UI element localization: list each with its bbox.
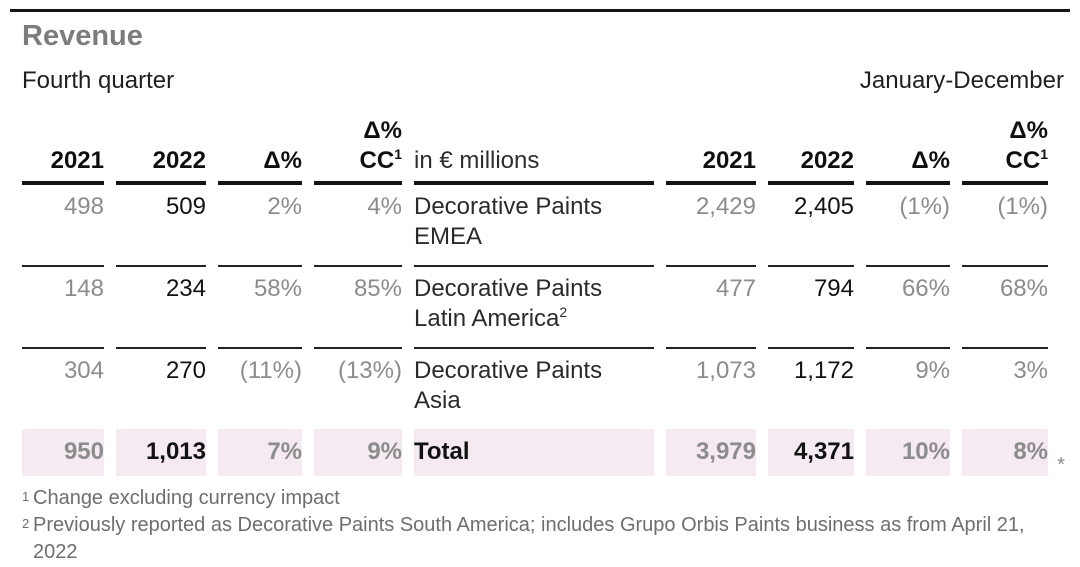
q4-delta-total-cell: 7% xyxy=(218,429,302,476)
q4-delta-cc-cell: (13%) xyxy=(337,357,402,384)
fy-2021-cell: 477 xyxy=(666,267,756,349)
q4-delta-cc-cell: 85% xyxy=(314,267,402,349)
footnote-2-text: Previously reported as Decorative Paints… xyxy=(33,514,1025,563)
q4-delta-cell: 58% xyxy=(218,267,302,349)
cc-label: CC1 xyxy=(1005,146,1048,174)
footnotes: 1 Change excluding currency impact 2 Pre… xyxy=(22,485,1070,566)
fy-delta-cell: 9% xyxy=(915,357,950,384)
fy-delta-cc-cell: (1%) xyxy=(962,185,1048,267)
q4-2021-cell: 498 xyxy=(22,185,104,267)
period-right-label: January-December xyxy=(859,67,1064,94)
col-header-unit: in € millions xyxy=(414,106,654,185)
revenue-table: 2021 2022 Δ% Δ% CC1 in € millions 2021 2… xyxy=(10,106,1065,476)
row-label: Decorative Paints Asia xyxy=(414,357,603,414)
fy-2021-cell: 1,073 xyxy=(695,357,756,384)
q4-2022-cell: 234 xyxy=(116,267,206,349)
delta-label: Δ% xyxy=(363,117,402,144)
q4-2022-cell: 509 xyxy=(116,185,206,267)
row-label: Decorative Paints Latin America2 xyxy=(414,267,654,349)
table-row-latin-america: 148 234 58% 85% Decorative Paints Latin … xyxy=(22,267,1048,349)
footnote-1-text: Change excluding currency impact xyxy=(33,487,340,509)
footnote-2-marker: 2 xyxy=(22,516,30,531)
q4-delta-cell: 2% xyxy=(218,185,302,267)
fy-2022-cell: 2,405 xyxy=(768,185,854,267)
col-header-fy-delta-cc: Δ% CC1 xyxy=(962,106,1048,185)
fy-delta-cc-total-cell: 8% * xyxy=(962,429,1065,476)
q4-delta-cell: (11%) xyxy=(239,357,302,384)
q4-2021-cell: 304 xyxy=(63,357,104,384)
row-label: Decorative Paints EMEA xyxy=(414,185,654,267)
col-header-q4-2021: 2021 xyxy=(22,106,104,185)
q4-delta-cc-total-cell: 9% xyxy=(314,429,402,476)
footnote-1: 1 Change excluding currency impact xyxy=(22,485,1070,512)
q4-delta-cc-cell: 4% xyxy=(314,185,402,267)
total-asterisk: * xyxy=(1057,454,1065,476)
col-header-fy-2021: 2021 xyxy=(666,106,756,185)
fy-delta-cc-cell: 68% xyxy=(962,267,1048,349)
footnote-1-marker: 1 xyxy=(22,489,30,504)
period-left-label: Fourth quarter xyxy=(22,67,175,94)
table-header-row: 2021 2022 Δ% Δ% CC1 in € millions 2021 2… xyxy=(22,106,1048,185)
period-labels: Fourth quarter January-December xyxy=(22,66,1064,96)
q4-2022-cell: 270 xyxy=(165,357,206,384)
fy-2021-total-cell: 3,979 xyxy=(666,429,756,476)
delta-label: Δ% xyxy=(1009,117,1048,144)
page-title: Revenue xyxy=(22,20,143,52)
fy-2022-total-cell: 4,371 xyxy=(768,429,854,476)
cc-label: CC1 xyxy=(359,146,402,174)
top-rule xyxy=(10,9,1070,12)
table-row-asia: 304 270 (11%) (13%) Decorative Paints As… xyxy=(22,349,1048,429)
table-row-total: 950 1,013 7% 9% Total 3,979 4,371 10% 8%… xyxy=(22,429,1065,476)
row-footnote-marker: 2 xyxy=(559,304,568,320)
col-header-fy-delta: Δ% xyxy=(866,106,950,185)
fy-2021-cell: 2,429 xyxy=(666,185,756,267)
col-header-q4-2022: 2022 xyxy=(116,106,206,185)
q4-2022-total-cell: 1,013 xyxy=(116,429,206,476)
col-header-q4-delta-cc: Δ% CC1 xyxy=(314,106,402,185)
fy-delta-cell: (1%) xyxy=(866,185,950,267)
col-header-fy-2022: 2022 xyxy=(768,106,854,185)
q4-2021-cell: 148 xyxy=(22,267,104,349)
col-header-q4-delta: Δ% xyxy=(218,106,302,185)
fy-2022-cell: 1,172 xyxy=(793,357,854,384)
total-row-label: Total xyxy=(414,429,654,476)
q4-2021-total-cell: 950 xyxy=(22,429,104,476)
fy-delta-cell: 66% xyxy=(866,267,950,349)
fy-delta-cc-cell: 3% xyxy=(1013,357,1048,384)
fy-2022-cell: 794 xyxy=(768,267,854,349)
cc-footnote-marker: 1 xyxy=(1040,146,1048,162)
fy-delta-total-cell: 10% xyxy=(866,429,950,476)
footnote-2: 2 Previously reported as Decorative Pain… xyxy=(22,512,1070,566)
cc-footnote-marker: 1 xyxy=(394,146,402,162)
table-row-emea: 498 509 2% 4% Decorative Paints EMEA 2,4… xyxy=(22,185,1048,267)
